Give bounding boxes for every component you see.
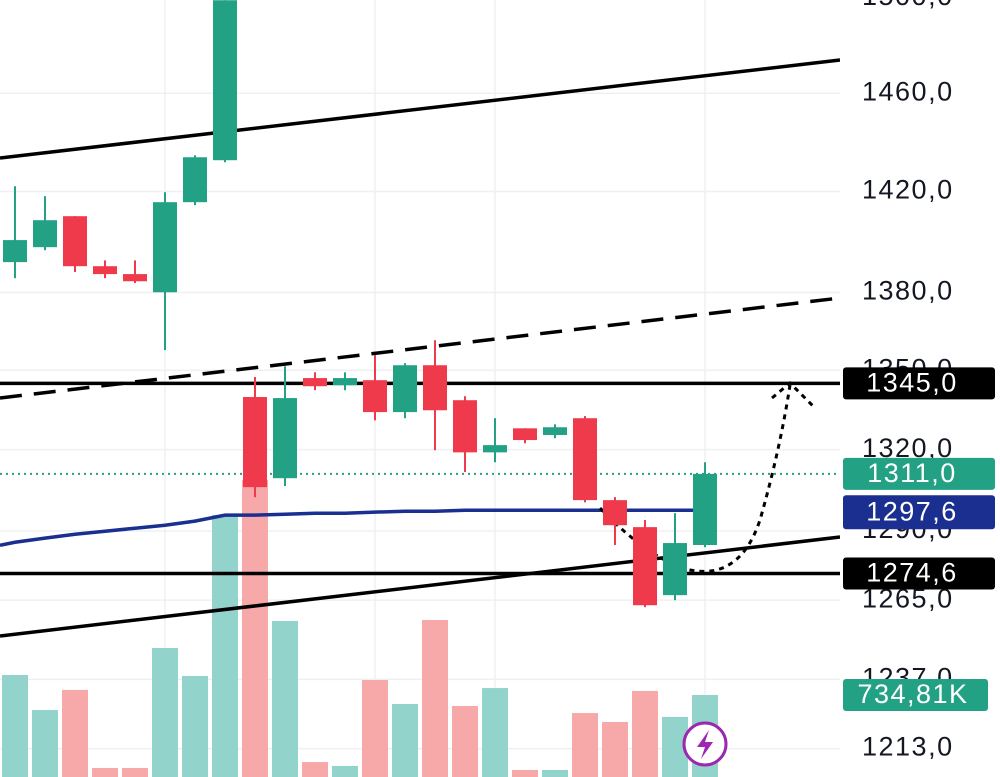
y-tick-label: 1460,0: [862, 76, 954, 106]
volume-box: [843, 678, 988, 711]
candle-body: [663, 543, 687, 596]
last-price-box: [843, 457, 995, 490]
candle-body: [243, 397, 267, 488]
candle-body: [213, 0, 237, 161]
candle-body: [33, 220, 57, 248]
volume-bar: [122, 767, 148, 777]
price-level-label: 1345,0: [866, 367, 958, 397]
dashed-trend-line: [0, 296, 841, 400]
y-tick-label: 1500,0: [862, 0, 954, 11]
volume-bar: [422, 619, 448, 777]
volume-bar: [572, 713, 598, 777]
candle-body: [453, 400, 477, 453]
moving-average-box: [843, 495, 995, 530]
y-tick-label: 1380,0: [862, 276, 954, 306]
candle-body: [63, 216, 87, 267]
volume-layer: [2, 480, 718, 777]
candle-body: [603, 500, 627, 526]
candle-body: [93, 266, 117, 275]
volume-bar: [602, 721, 628, 777]
volume-bar: [512, 769, 538, 777]
price-level-box: [843, 367, 995, 400]
trend-line: [0, 58, 841, 160]
volume-bar: [212, 514, 238, 777]
volume-label: 734,81K: [857, 679, 968, 709]
candle-body: [273, 398, 297, 479]
volume-bar: [392, 704, 418, 777]
candle-body: [513, 428, 537, 441]
volume-bar: [242, 480, 268, 777]
moving-average-label: 1297,6: [866, 496, 958, 526]
volume-bar: [32, 710, 58, 777]
price-label-layer: 1345,0 1274,6 1311,0 1297,6 734,81K: [843, 367, 995, 711]
price-level-box: [843, 557, 995, 590]
candle-body: [393, 365, 417, 413]
volume-bar: [542, 769, 568, 777]
candle-body: [633, 527, 657, 606]
grid-layer: [0, 0, 840, 777]
volume-bar: [362, 680, 388, 777]
candle-body: [3, 240, 27, 263]
y-tick-label: 1420,0: [862, 175, 954, 205]
candle-body: [543, 427, 567, 435]
volume-bar: [302, 762, 328, 777]
price-level-label: 1274,6: [866, 558, 958, 588]
volume-bar: [632, 690, 658, 777]
volume-bar: [152, 647, 178, 777]
volume-bar: [332, 765, 358, 777]
volume-bar: [452, 706, 478, 777]
volume-bar: [182, 675, 208, 777]
candle-body: [153, 202, 177, 293]
volume-bar: [2, 674, 28, 777]
volume-bar: [62, 689, 88, 777]
candle-body: [333, 378, 357, 386]
drawing-layer: [0, 58, 841, 638]
candle-body: [183, 157, 207, 203]
candle-body: [483, 445, 507, 453]
candle-body: [123, 274, 147, 282]
volume-bar: [92, 767, 118, 777]
candle-layer: [3, 0, 717, 608]
last-price-label: 1311,0: [867, 458, 957, 488]
arrow-head: [771, 380, 817, 410]
replay-button[interactable]: [682, 721, 728, 767]
candle-body: [423, 365, 447, 411]
lightning-icon[interactable]: [697, 730, 713, 759]
candle-body: [573, 418, 597, 501]
channel-line: [0, 535, 841, 638]
line-layer: [0, 381, 840, 576]
volume-bar: [272, 620, 298, 777]
y-tick-label: 1320,0: [862, 433, 954, 463]
volume-bar: [482, 688, 508, 777]
candle-body: [303, 378, 327, 387]
candle-body: [693, 473, 717, 545]
moving-average-line: [0, 508, 705, 547]
candle-body: [363, 380, 387, 413]
y-tick-label: 1213,0: [862, 732, 954, 762]
